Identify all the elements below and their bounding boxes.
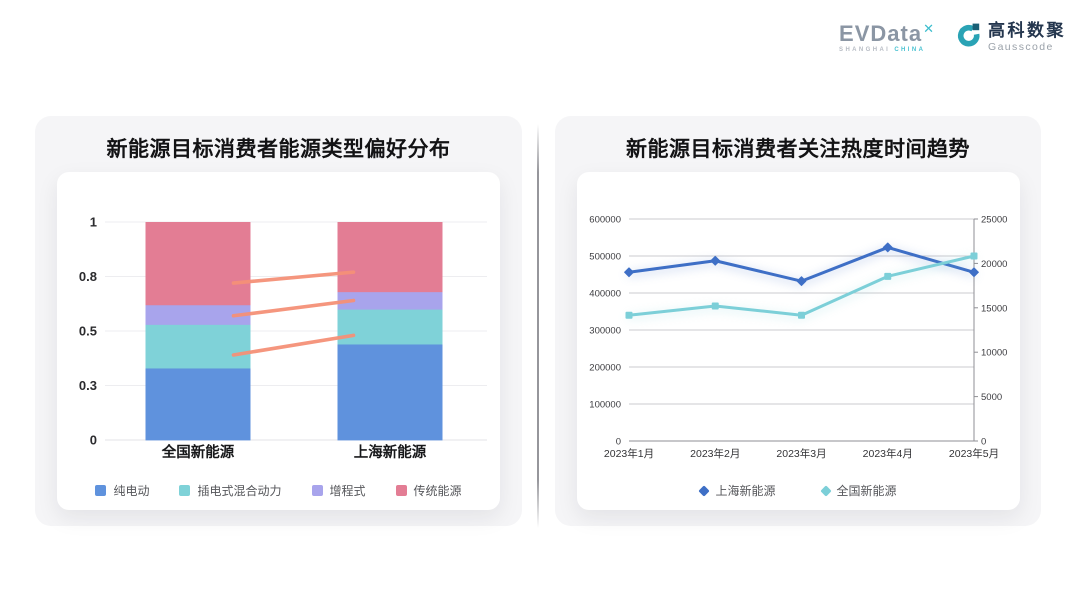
svg-text:600000: 600000: [589, 215, 621, 226]
vertical-divider: [537, 124, 539, 528]
legend-swatch: [95, 485, 107, 496]
legend-swatch: [311, 485, 323, 496]
legend-swatch: [179, 485, 191, 496]
line-chart-card: 新能源目标消费者关注热度时间趋势 0 100000 200000 300000 4000…: [555, 116, 1041, 526]
legend-item-纯电动[interactable]: 纯电动: [95, 482, 149, 499]
bar-chart: 0 0.3 0.5 0.8 1 全国新能源 上海新能源: [79, 215, 487, 461]
svg-text:200000: 200000: [589, 363, 621, 374]
legend-item-全国新能源[interactable]: 全国新能源: [819, 482, 897, 499]
svg-text:20000: 20000: [981, 259, 1007, 270]
evdata-wordmark: EVData✕: [839, 21, 935, 46]
legend-item-传统能源[interactable]: 传统能源: [395, 482, 462, 499]
bar-chart-panel: 0 0.3 0.5 0.8 1 全国新能源 上海新能源 纯电动 插电式混合动力 增程式 传统能源: [57, 172, 500, 510]
svg-text:0.3: 0.3: [79, 378, 97, 393]
svg-text:1: 1: [90, 215, 97, 230]
legend-label: 增程式: [329, 484, 366, 498]
svg-text:全国新能源: 全国新能源: [161, 443, 235, 461]
brand-header: EVData✕ SHANGHAI CHINA 高科数聚 Gausscode: [839, 22, 1066, 53]
legend-item-增程式[interactable]: 增程式: [311, 482, 366, 499]
svg-text:5000: 5000: [981, 392, 1002, 403]
svg-text:25000: 25000: [981, 215, 1007, 226]
svg-text:10000: 10000: [981, 348, 1007, 359]
svg-text:0: 0: [981, 437, 986, 448]
evdata-subtitle: SHANGHAI CHINA: [839, 47, 926, 53]
svg-text:2023年2月: 2023年2月: [690, 447, 740, 460]
svg-text:0: 0: [90, 433, 97, 448]
legend-label: 全国新能源: [836, 484, 897, 498]
gausscode-name-cn: 高科数聚: [988, 21, 1066, 40]
svg-text:500000: 500000: [589, 252, 621, 263]
gausscode-logo: 高科数聚 Gausscode: [955, 22, 1066, 53]
bar-chart-legend: 纯电动 插电式混合动力 增程式 传统能源: [57, 482, 500, 499]
svg-text:300000: 300000: [589, 326, 621, 337]
line-chart-legend: 上海新能源 全国新能源: [577, 482, 1020, 499]
svg-text:2023年4月: 2023年4月: [863, 447, 913, 460]
svg-text:2023年5月: 2023年5月: [949, 447, 999, 460]
svg-text:400000: 400000: [589, 289, 621, 300]
svg-text:0: 0: [616, 437, 621, 448]
line-chart: 0 100000 200000 300000 400000 500000 600000 0 50…: [589, 215, 1007, 461]
gausscode-name-en: Gausscode: [988, 40, 1054, 53]
svg-text:上海新能源: 上海新能源: [354, 443, 427, 461]
gausscode-g-icon: [957, 23, 980, 47]
bar-chart-title: 新能源目标消费者能源类型偏好分布: [106, 138, 451, 161]
svg-text:2023年1月: 2023年1月: [604, 447, 654, 460]
svg-text:2023年3月: 2023年3月: [776, 447, 826, 460]
svg-text:15000: 15000: [981, 303, 1007, 314]
legend-item-插电式混合动力[interactable]: 插电式混合动力: [179, 482, 282, 499]
legend-swatch: [819, 484, 832, 497]
legend-label: 传统能源: [413, 484, 462, 498]
bar-chart-card: 新能源目标消费者能源类型偏好分布 0 0.3 0.5 0.8 1 全国新能源 上海新能源 纯…: [35, 116, 522, 526]
svg-text:100000: 100000: [589, 400, 621, 411]
legend-label: 纯电动: [113, 484, 150, 498]
svg-text:0.8: 0.8: [79, 269, 97, 284]
legend-swatch: [698, 484, 711, 497]
legend-label: 插电式混合动力: [197, 484, 282, 498]
legend-label: 上海新能源: [715, 484, 776, 498]
svg-text:0.5: 0.5: [79, 324, 97, 339]
legend-item-上海新能源[interactable]: 上海新能源: [698, 482, 776, 499]
evdata-x-mark: ✕: [923, 21, 935, 36]
legend-swatch: [395, 485, 407, 496]
line-chart-panel: 0 100000 200000 300000 400000 500000 600000 0 50…: [577, 172, 1020, 510]
line-chart-title: 新能源目标消费者关注热度时间趋势: [626, 138, 970, 161]
evdata-logo: EVData✕ SHANGHAI CHINA: [839, 22, 935, 53]
